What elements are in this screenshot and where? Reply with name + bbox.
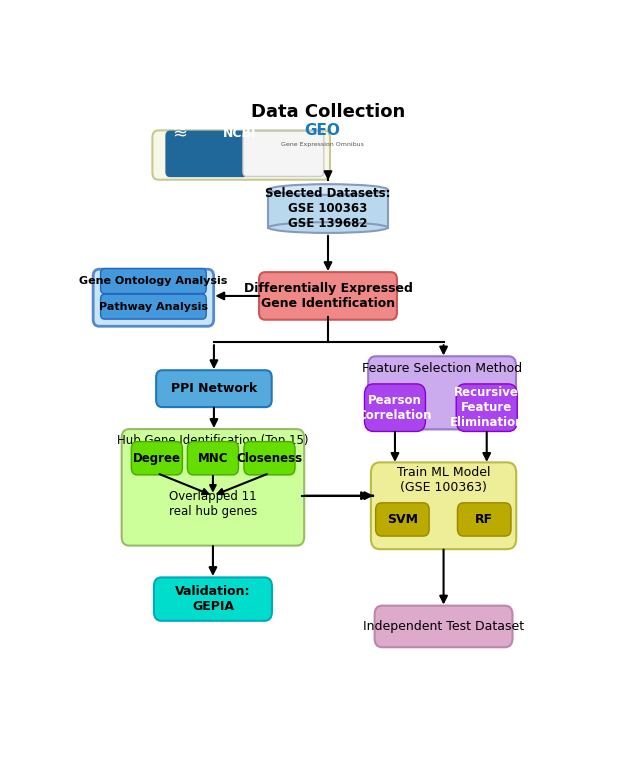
- FancyBboxPatch shape: [93, 269, 214, 327]
- Ellipse shape: [269, 185, 388, 195]
- Text: Degree: Degree: [133, 452, 181, 465]
- Bar: [269, 190, 388, 228]
- Text: Pearson
Correlation: Pearson Correlation: [358, 394, 432, 422]
- FancyBboxPatch shape: [166, 131, 247, 177]
- Text: Feature Selection Method: Feature Selection Method: [362, 362, 522, 375]
- FancyBboxPatch shape: [458, 503, 511, 536]
- Text: SVM: SVM: [387, 513, 418, 526]
- FancyBboxPatch shape: [154, 577, 272, 621]
- FancyBboxPatch shape: [131, 442, 182, 475]
- Text: Pathway Analysis: Pathway Analysis: [99, 302, 208, 312]
- Text: Hub Gene Identification (Top 15): Hub Gene Identification (Top 15): [117, 434, 308, 447]
- FancyBboxPatch shape: [376, 503, 429, 536]
- Text: GEO: GEO: [304, 123, 340, 137]
- FancyBboxPatch shape: [152, 130, 330, 180]
- FancyBboxPatch shape: [456, 384, 517, 432]
- Text: RF: RF: [475, 513, 493, 526]
- FancyBboxPatch shape: [364, 384, 426, 432]
- FancyBboxPatch shape: [374, 606, 513, 647]
- Ellipse shape: [269, 222, 388, 233]
- Text: Independent Test Dataset: Independent Test Dataset: [363, 620, 524, 633]
- Text: Selected Datasets:
GSE 100363
GSE 139682: Selected Datasets: GSE 100363 GSE 139682: [265, 187, 391, 230]
- Text: NCBI: NCBI: [223, 127, 257, 140]
- FancyBboxPatch shape: [100, 294, 206, 319]
- Text: ≋: ≋: [172, 124, 187, 142]
- Text: Recursive
Feature
Elimination: Recursive Feature Elimination: [449, 386, 524, 429]
- FancyBboxPatch shape: [156, 371, 272, 407]
- FancyBboxPatch shape: [244, 442, 295, 475]
- Text: Train ML Model
(GSE 100363): Train ML Model (GSE 100363): [397, 466, 490, 494]
- Text: MNC: MNC: [198, 452, 228, 465]
- Text: Overlapped 11
real hub genes: Overlapped 11 real hub genes: [169, 490, 257, 518]
- Text: Gene Expression Omnibus: Gene Expression Omnibus: [280, 143, 364, 147]
- FancyBboxPatch shape: [243, 131, 324, 177]
- FancyBboxPatch shape: [122, 429, 304, 546]
- FancyBboxPatch shape: [188, 442, 239, 475]
- Text: Gene Ontology Analysis: Gene Ontology Analysis: [79, 276, 228, 286]
- Text: Validation:
GEPIA: Validation: GEPIA: [175, 585, 251, 613]
- Text: PPI Network: PPI Network: [171, 382, 257, 395]
- Text: Differentially Expressed
Gene Identification: Differentially Expressed Gene Identifica…: [244, 282, 412, 310]
- FancyBboxPatch shape: [368, 356, 516, 429]
- Text: Closeness: Closeness: [236, 452, 303, 465]
- FancyBboxPatch shape: [371, 462, 516, 549]
- FancyBboxPatch shape: [259, 273, 397, 320]
- Text: Data Collection: Data Collection: [251, 103, 405, 120]
- FancyBboxPatch shape: [100, 269, 206, 293]
